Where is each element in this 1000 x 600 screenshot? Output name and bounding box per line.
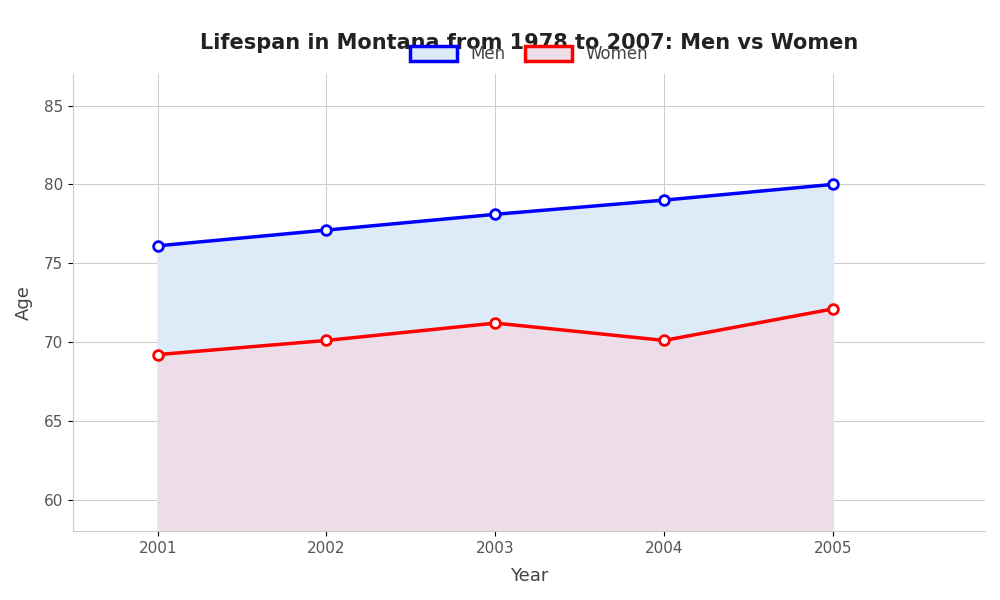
X-axis label: Year: Year — [510, 567, 548, 585]
Title: Lifespan in Montana from 1978 to 2007: Men vs Women: Lifespan in Montana from 1978 to 2007: M… — [200, 33, 858, 53]
Legend: Men, Women: Men, Women — [402, 37, 656, 71]
Y-axis label: Age: Age — [15, 285, 33, 320]
